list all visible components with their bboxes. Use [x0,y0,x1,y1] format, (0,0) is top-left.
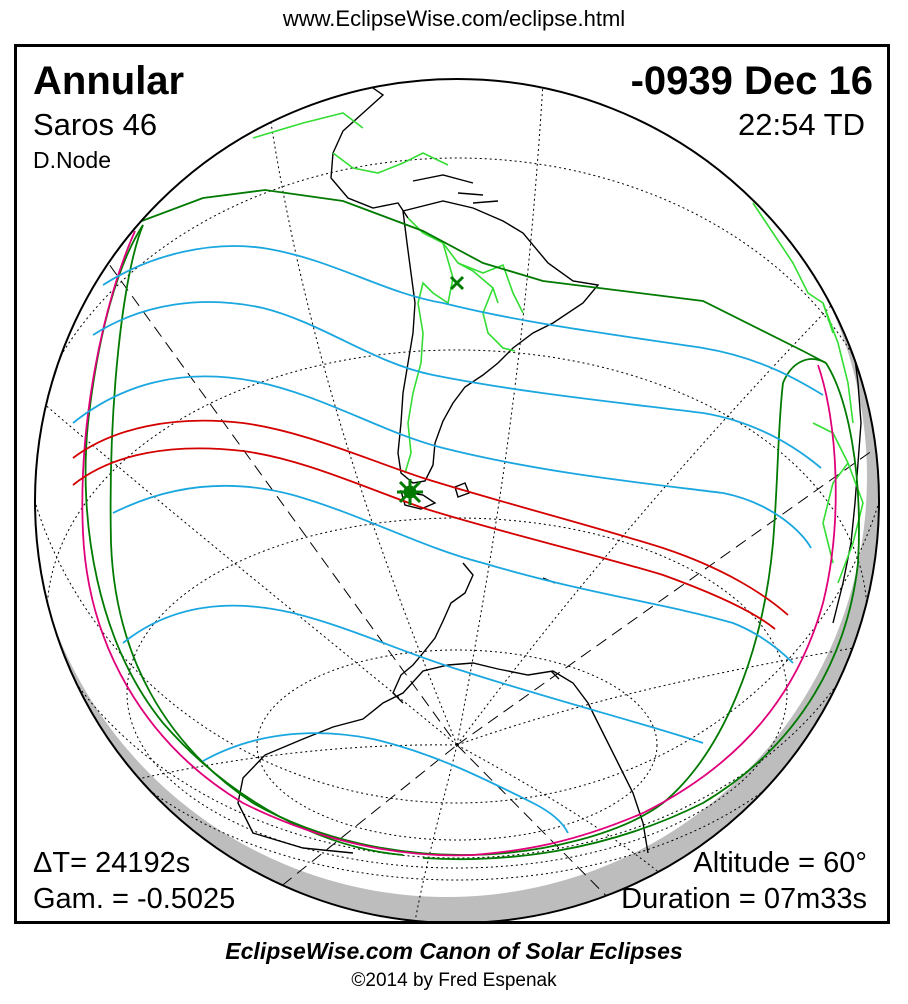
south-america-coast [397,200,600,484]
political-borders [252,112,864,584]
globe-map [27,57,880,921]
greatest-eclipse-marker [397,479,423,505]
graticule [35,79,879,921]
eclipse-time: 22:54 TD [738,107,865,142]
site-url[interactable]: www.EclipseWise.com/eclipse.html [282,6,626,31]
antarctic-peninsula [392,562,474,704]
delta-t-value: ΔT= 24192s [33,847,191,879]
eclipse-date: -0939 Dec 16 [630,59,873,103]
canon-title: EclipseWise.com Canon of Solar Eclipses [225,938,683,964]
saros-number: Saros 46 [33,107,158,142]
copyright: ©2014 by Fred Espenak [351,970,557,991]
falklands [454,482,470,498]
eclipse-map-panel: Annular Saros 46 D.Node -0939 Dec 16 22:… [14,44,890,924]
caribbean-islands [412,174,499,204]
gamma-value: Gam. = -0.5025 [33,883,236,915]
antarctica-coast [237,662,649,854]
eclipse-type: Annular [33,59,185,103]
sub-solar-point-marker [449,275,465,291]
tierra-del-fuego [400,490,437,510]
altitude-value: Altitude = 60° [693,847,867,879]
central-path [72,419,789,630]
day-side [27,57,867,897]
rise-set-curves [81,230,837,857]
globe-outline [34,78,880,921]
node-label: D.Node [33,147,111,173]
duration-value: Duration = 07m33s [621,883,867,915]
magnitude-lines [72,245,824,834]
